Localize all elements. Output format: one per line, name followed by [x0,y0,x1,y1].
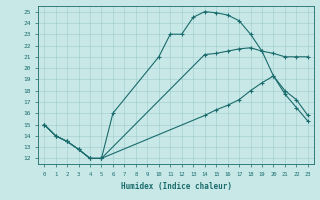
X-axis label: Humidex (Indice chaleur): Humidex (Indice chaleur) [121,182,231,191]
